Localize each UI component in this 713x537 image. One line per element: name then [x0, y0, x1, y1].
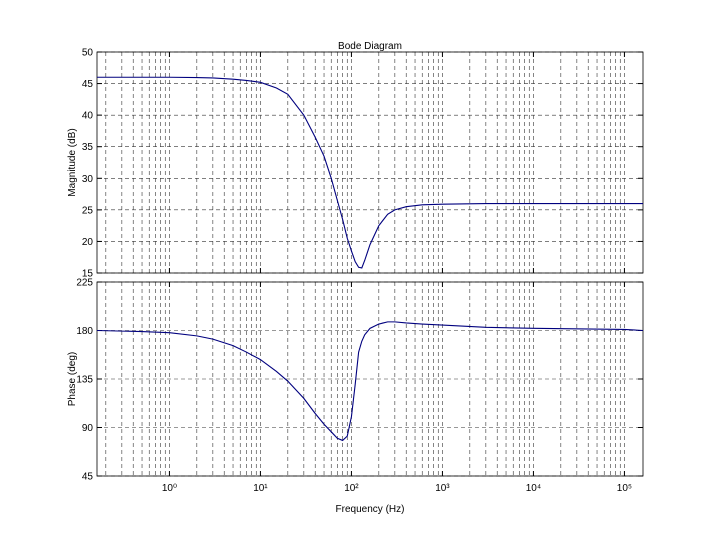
x-tick-label: 10² [344, 483, 359, 494]
y-tick-label: 90 [82, 423, 94, 434]
y-tick-label: 45 [82, 79, 94, 90]
y-axis-label: Phase (deg) [67, 352, 78, 406]
y-tick-label: 35 [82, 142, 94, 153]
y-axis-label: Magnitude (dB) [67, 128, 78, 196]
y-tick-label: 15 [82, 269, 94, 280]
y-tick-label: 225 [76, 278, 93, 289]
x-tick-label: 10¹ [253, 483, 268, 494]
y-tick-label: 180 [76, 326, 93, 337]
y-tick-label: 25 [82, 205, 94, 216]
y-tick-label: 135 [76, 375, 93, 386]
x-tick-label: 10⁴ [526, 483, 541, 494]
plot-area [97, 52, 643, 273]
x-axis-label: Frequency (Hz) [336, 504, 405, 515]
y-tick-label: 40 [82, 111, 94, 122]
plot-frame [96, 281, 644, 477]
y-tick-label: 45 [82, 472, 94, 483]
data-line [96, 321, 644, 442]
plot-frame [96, 51, 644, 274]
data-line [97, 76, 643, 269]
x-tick-label: 10³ [435, 483, 450, 494]
chart-title: Bode Diagram [338, 41, 402, 52]
x-tick-label: 10⁰ [162, 483, 177, 494]
y-tick-label: 30 [82, 174, 94, 185]
y-tick-label: 50 [82, 48, 94, 59]
y-tick-label: 20 [82, 237, 94, 248]
x-tick-label: 10⁵ [617, 483, 632, 494]
